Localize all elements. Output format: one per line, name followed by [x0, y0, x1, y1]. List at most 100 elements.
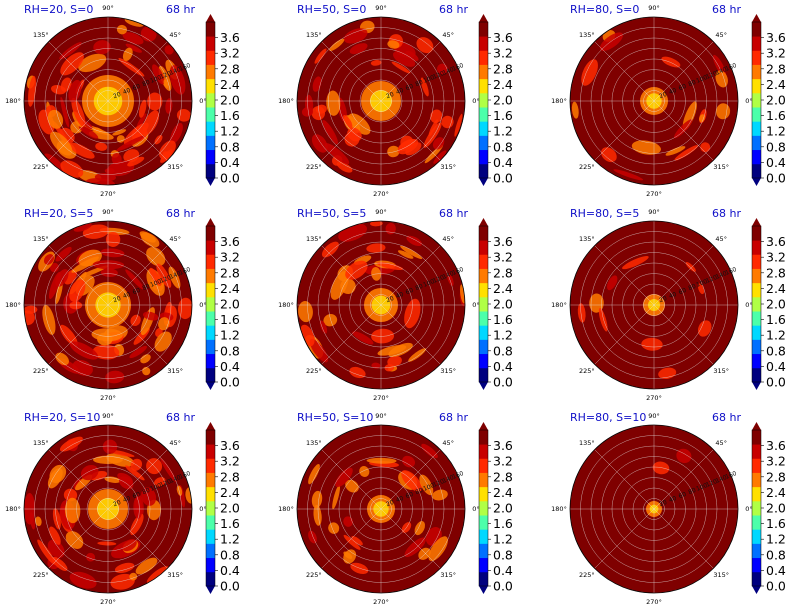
colorbar-tick-label: 2.4: [766, 485, 786, 500]
radial-tick-label: 160: [451, 470, 464, 481]
field-blob: [133, 496, 143, 519]
field-blob: [433, 150, 447, 164]
colorbar-tick-label: 0.4: [493, 155, 513, 170]
field-blob: [49, 262, 59, 273]
field-blob: [641, 337, 663, 351]
angle-tick-label: 135°: [579, 439, 595, 447]
radial-tick-label: 160: [724, 266, 737, 277]
field-blob: [366, 243, 386, 253]
field-blob: [78, 125, 99, 139]
colorbar-tick-label: 3.6: [220, 30, 240, 45]
field-blob: [140, 232, 160, 248]
colorbar-segment: [752, 135, 761, 151]
colorbar-tick-label: 3.2: [220, 454, 240, 469]
colorbar-segment: [752, 107, 761, 122]
colorbar-tick-label: 3.2: [220, 46, 240, 61]
colorbar-segment: [479, 500, 488, 516]
radial-tick-label: 100: [422, 74, 435, 85]
colorbar-tick-label: 2.8: [220, 469, 240, 484]
angle-tick-label: 90°: [102, 208, 114, 216]
field-blob: [65, 531, 84, 549]
radial-tick-label: 160: [451, 62, 464, 73]
polar-frame: [23, 16, 193, 186]
grid-spoke: [107, 100, 168, 161]
grid-spoke: [380, 508, 441, 569]
angle-tick-label: 45°: [715, 439, 727, 447]
field-blob: [676, 448, 692, 464]
chart-panel-2: RH=50, S=0 68 hr 0° 45° 90° 135° 180° 225° 270° 3…: [273, 0, 536, 204]
field-blob: [697, 283, 705, 295]
colorbar-extend-max: [752, 218, 761, 226]
radial-tick-label: 120: [159, 478, 172, 489]
colorbar-tick-label: 2.4: [220, 77, 240, 92]
colorbar-segment: [752, 78, 761, 94]
radial-tick-label: 120: [432, 478, 445, 489]
angle-tick-label: 135°: [33, 439, 49, 447]
radial-tick-label: 20: [658, 499, 668, 508]
colorbar-segment: [479, 163, 488, 179]
field-blob: [138, 99, 147, 118]
colorbar-tick-label: 3.6: [493, 234, 513, 249]
angle-tick-label: 0°: [472, 505, 479, 513]
field-blob: [376, 262, 404, 271]
field-blob: [93, 40, 111, 55]
polar-heatmap: 0°45°90°135°180°225°270°315°20 40 60 801001…: [5, 412, 240, 606]
colorbar-extend-min: [206, 382, 215, 390]
colorbar-segment: [479, 92, 488, 108]
field-blob: [165, 98, 173, 114]
grid-spoke: [653, 41, 714, 102]
colorbar-extend-max: [479, 218, 488, 226]
colorbar-tick-label: 1.2: [220, 532, 240, 547]
colorbar-segment: [479, 282, 488, 298]
field-blob: [95, 142, 108, 151]
colorbar-segment: [206, 149, 215, 165]
polar-frame: [296, 220, 466, 390]
polar-frame: [569, 220, 739, 390]
colorbar-extend-max: [206, 422, 215, 430]
colorbar-tick-label: 0.8: [220, 547, 240, 562]
angle-tick-label: 270°: [373, 190, 389, 198]
colorbar-tick-label: 1.2: [220, 328, 240, 343]
angle-tick-label: 180°: [551, 301, 567, 309]
angle-tick-label: 270°: [100, 598, 116, 606]
field-blob: [652, 461, 670, 475]
field-blob: [349, 366, 366, 379]
radial-tick-label: 140: [169, 474, 182, 485]
colorbar-tick-label: 2.0: [220, 93, 240, 108]
grid-spoke: [48, 41, 109, 102]
colorbar-tick-label: 1.6: [493, 108, 513, 123]
polar-frame: [23, 424, 193, 594]
field-blob: [665, 146, 686, 156]
colorbar-tick-label: 3.2: [220, 250, 240, 265]
field-blob: [59, 436, 83, 452]
colorbar-segment: [752, 296, 761, 312]
colorbar-tick-label: 2.4: [766, 281, 786, 296]
polar-frame: [296, 424, 466, 594]
field-blob: [142, 110, 160, 135]
radial-tick-label: 80: [414, 283, 424, 292]
field-blob: [716, 103, 731, 120]
field-blob: [159, 140, 176, 160]
colorbar-segment: [206, 458, 215, 473]
colorbar-tick-label: 0.4: [220, 155, 240, 170]
field-blob: [59, 324, 78, 347]
radial-tick-label: 140: [715, 474, 728, 485]
field-blob: [349, 43, 368, 55]
field-blob: [68, 79, 82, 103]
radial-tick-label: 140: [169, 270, 182, 281]
field-blob: [52, 508, 61, 530]
field-blob: [315, 104, 327, 114]
angle-tick-label: 135°: [306, 235, 322, 243]
colorbar-tick-label: 1.2: [766, 328, 786, 343]
colorbar-tick-label: 0.0: [220, 375, 240, 390]
colorbar-tick-label: 0.4: [766, 563, 786, 578]
colorbar-tick-label: 2.8: [493, 469, 513, 484]
field-blob: [124, 17, 144, 27]
field-blob: [47, 539, 65, 559]
colorbar-extend-max: [206, 218, 215, 226]
polar-heatmap: 0°45°90°135°180°225°270°315°20 40 60 801001…: [5, 208, 240, 402]
grid-spoke: [321, 100, 382, 161]
colorbar-segment: [206, 296, 215, 312]
grid-spoke: [48, 304, 109, 365]
